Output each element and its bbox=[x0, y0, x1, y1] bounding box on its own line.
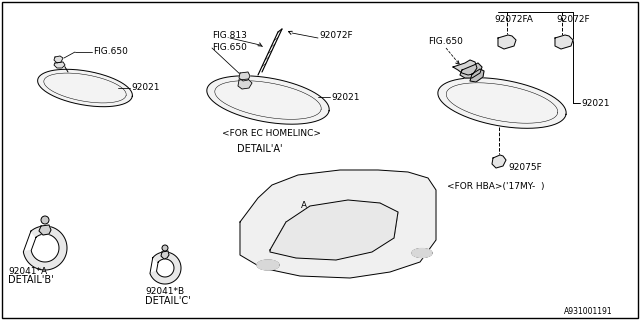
Text: 92021: 92021 bbox=[131, 84, 159, 92]
Polygon shape bbox=[453, 60, 477, 75]
Text: 92041*B: 92041*B bbox=[145, 287, 184, 297]
Polygon shape bbox=[54, 56, 63, 63]
Text: 92021: 92021 bbox=[581, 99, 609, 108]
Polygon shape bbox=[23, 226, 67, 270]
Text: DETAIL'A': DETAIL'A' bbox=[237, 144, 282, 154]
Text: 92075F: 92075F bbox=[508, 164, 541, 172]
Polygon shape bbox=[470, 69, 484, 82]
Text: DETAIL'B': DETAIL'B' bbox=[8, 275, 54, 285]
Polygon shape bbox=[498, 35, 516, 49]
Polygon shape bbox=[460, 63, 482, 78]
Polygon shape bbox=[438, 78, 566, 128]
Polygon shape bbox=[54, 62, 65, 68]
Text: 92072FA: 92072FA bbox=[494, 15, 533, 25]
Text: FIG.650: FIG.650 bbox=[212, 44, 247, 52]
Text: B: B bbox=[338, 201, 344, 210]
Circle shape bbox=[162, 245, 168, 251]
Text: <FOR EC HOMELINC>: <FOR EC HOMELINC> bbox=[222, 129, 321, 138]
Text: FIG.650: FIG.650 bbox=[93, 47, 128, 57]
Text: C: C bbox=[370, 205, 376, 214]
Text: FIG.813: FIG.813 bbox=[212, 30, 247, 39]
Polygon shape bbox=[239, 72, 250, 81]
Circle shape bbox=[41, 216, 49, 224]
Polygon shape bbox=[238, 79, 252, 89]
Polygon shape bbox=[161, 251, 169, 259]
Text: A931001191: A931001191 bbox=[564, 307, 612, 316]
Text: 92021: 92021 bbox=[331, 92, 360, 101]
Polygon shape bbox=[240, 170, 436, 278]
Polygon shape bbox=[38, 69, 132, 107]
Polygon shape bbox=[207, 76, 329, 124]
Text: 92041*A: 92041*A bbox=[8, 267, 47, 276]
Polygon shape bbox=[492, 155, 506, 168]
Polygon shape bbox=[39, 225, 51, 235]
Text: 92072F: 92072F bbox=[319, 31, 353, 41]
Ellipse shape bbox=[257, 260, 279, 270]
Text: A: A bbox=[301, 201, 307, 210]
Text: <FOR HBA>('17MY-  ): <FOR HBA>('17MY- ) bbox=[447, 182, 545, 191]
Text: DETAIL'C': DETAIL'C' bbox=[145, 296, 191, 306]
Polygon shape bbox=[150, 252, 181, 284]
Polygon shape bbox=[270, 200, 398, 260]
Text: 92072F: 92072F bbox=[556, 15, 589, 25]
Text: FIG.650: FIG.650 bbox=[428, 37, 463, 46]
Ellipse shape bbox=[412, 249, 432, 258]
Polygon shape bbox=[555, 35, 573, 49]
